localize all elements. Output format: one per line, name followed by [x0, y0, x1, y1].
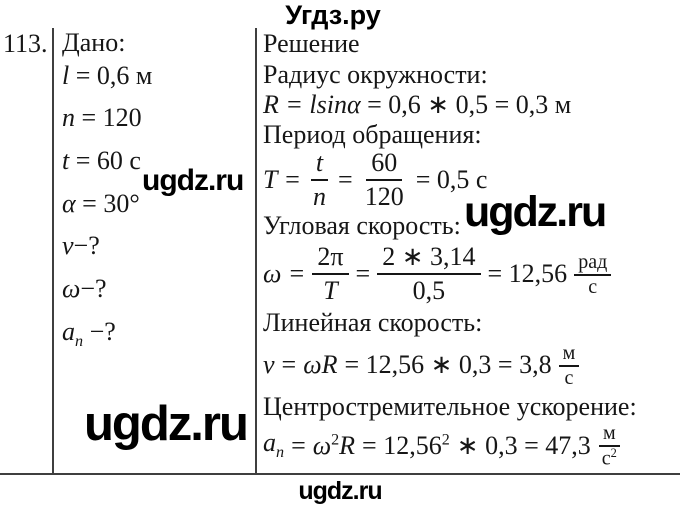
- given-item: ω−?: [62, 273, 152, 316]
- given-item: an −?: [62, 316, 152, 359]
- watermark: ugdz.ru: [84, 397, 249, 451]
- fraction: 2 ∗ 3,14 0,5: [377, 242, 481, 306]
- given-var: v: [62, 231, 74, 261]
- given-item: l = 0,6 м: [62, 60, 152, 103]
- given-value: −?: [80, 273, 107, 303]
- given-column: Дано: l = 0,6 м n = 120 t = 60 с α = 30°…: [62, 27, 152, 358]
- fraction: 60 120: [364, 148, 404, 211]
- formula-radius-math: R = lsinα: [263, 90, 361, 119]
- given-value: = 30°: [75, 188, 140, 218]
- watermark: ugdz.ru: [142, 164, 244, 197]
- given-value: = 120: [75, 103, 142, 133]
- step-label-angular: Угловая скорость:: [263, 211, 461, 240]
- given-var: a: [62, 316, 75, 346]
- footer-watermark: ugdz.ru: [298, 477, 382, 505]
- formula-centripetal-value1: = 12,562: [362, 430, 450, 460]
- given-var: n: [62, 103, 75, 133]
- formula-centripetal-value2: ∗ 0,3 = 47,3: [456, 430, 591, 460]
- formula-angular: ω = 2π T = 2 ∗ 3,14 0,5 = 12,56 рад с: [263, 241, 680, 307]
- given-var: ω: [62, 273, 81, 303]
- site-header: Угдз.ру: [285, 0, 381, 30]
- given-value: = 0,6 м: [69, 60, 153, 90]
- formula-centripetal: an = ω2R = 12,562 ∗ 0,3 = 47,3 м с2: [263, 422, 680, 469]
- formula-angular-lhs: ω =: [263, 259, 306, 288]
- given-item: α = 30°: [62, 188, 152, 231]
- given-value: −?: [73, 231, 100, 261]
- formula-linear-values: = 12,56 ∗ 0,3 = 3,8: [344, 350, 552, 379]
- table-border-left: [52, 28, 54, 474]
- table-border-bottom: [0, 473, 680, 475]
- formula-period-lhs: T =: [263, 165, 302, 194]
- given-var: t: [62, 145, 70, 175]
- solution-column: Решение Радиус окружности: R = lsinα = 0…: [263, 28, 680, 469]
- given-item: n = 120: [62, 102, 152, 145]
- step-label-linear: Линейная скорость:: [263, 308, 483, 337]
- equals-sign: =: [355, 259, 371, 288]
- given-item: v−?: [62, 230, 152, 273]
- unit-fraction: м с2: [598, 422, 621, 469]
- solution-title: Решение: [263, 29, 360, 58]
- given-var: α: [62, 188, 76, 218]
- formula-radius-values: = 0,6 ∗ 0,5 = 0,3 м: [360, 90, 572, 119]
- given-value: −?: [83, 316, 116, 346]
- equals-sign: =: [291, 430, 306, 460]
- given-value: = 60 с: [69, 145, 141, 175]
- table-border-middle: [255, 28, 257, 474]
- given-label: Дано:: [62, 28, 126, 57]
- fraction: 2π T: [312, 242, 349, 306]
- watermark: ugdz.ru: [464, 188, 607, 236]
- equals-sign: =: [281, 350, 297, 379]
- equals-sign: =: [338, 165, 353, 194]
- formula-linear-var: v: [263, 350, 275, 379]
- formula-radius: R = lsinα = 0,6 ∗ 0,5 = 0,3 м: [263, 90, 680, 120]
- given-item: t = 60 с: [62, 145, 152, 188]
- problem-number: 113.: [3, 29, 48, 58]
- formula-centripetal-term: ω2R: [312, 430, 356, 460]
- given-var-subscript: n: [75, 332, 84, 350]
- step-label-period: Период обращения:: [263, 120, 482, 149]
- step-label-radius: Радиус окружности:: [263, 60, 488, 89]
- formula-linear-vars: ωR: [303, 350, 338, 379]
- formula-centripetal-var: an: [263, 428, 285, 462]
- unit-fraction: рад с: [574, 251, 612, 298]
- given-var: l: [62, 60, 70, 90]
- step-label-centripetal: Центростремительное ускорение:: [263, 392, 637, 421]
- formula-period-result: = 0,5 с: [415, 165, 488, 194]
- formula-angular-result: = 12,56: [487, 259, 568, 288]
